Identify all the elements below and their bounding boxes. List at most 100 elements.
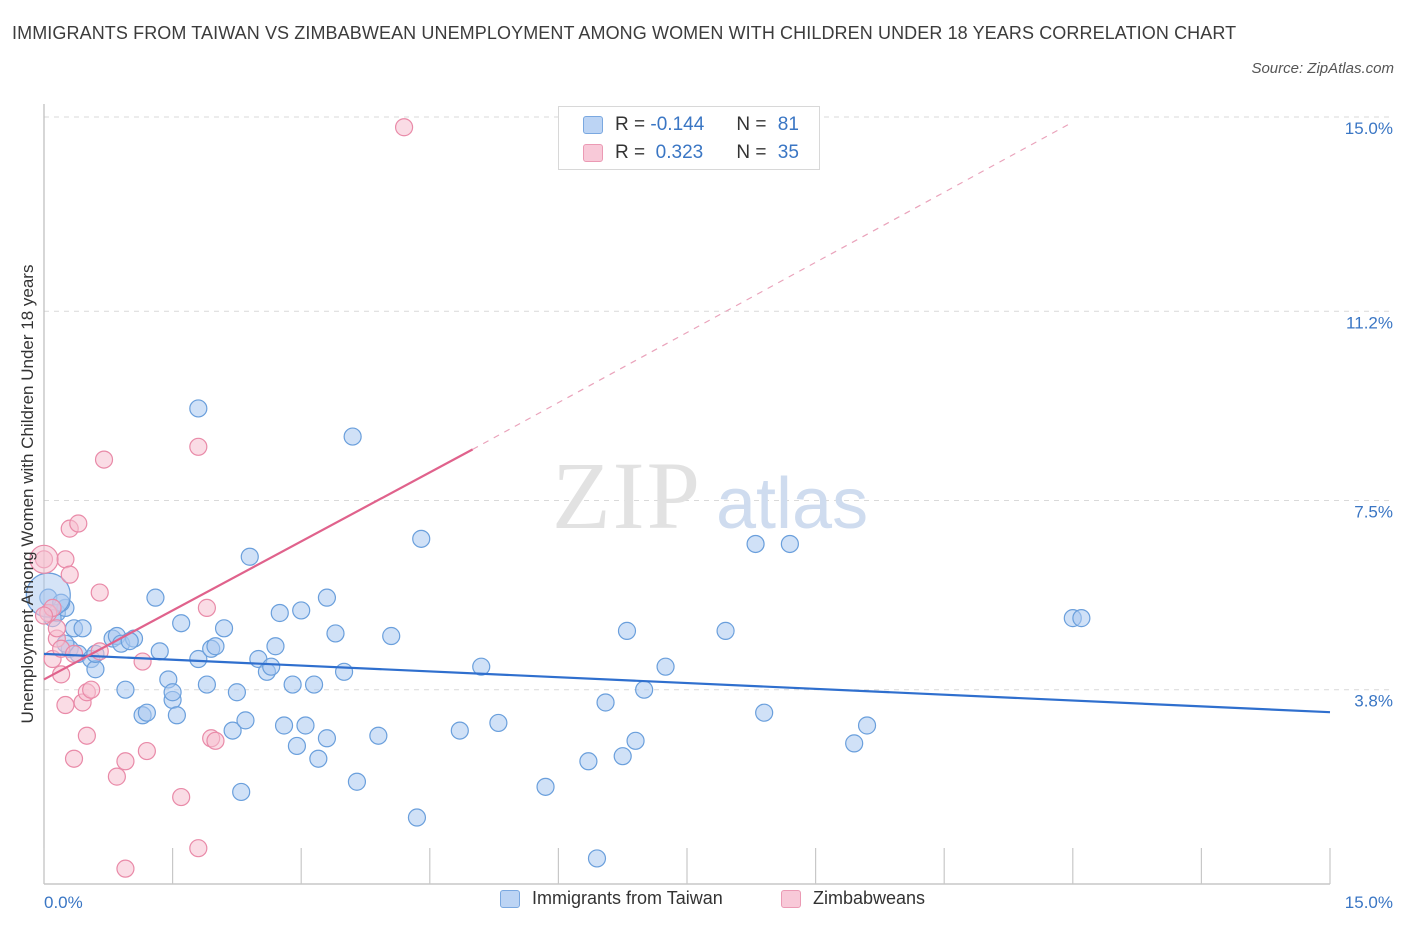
y-tick-labels: 3.8% 7.5% 11.2% 15.0% [1345,119,1393,711]
data-point-zimbabweans [56,695,75,715]
legend-swatch-zimbabweans [781,889,801,908]
data-point-taiwan [472,657,491,676]
data-point-taiwan [240,547,259,566]
data-point-taiwan [317,588,337,607]
data-point-taiwan [857,716,877,735]
data-point-taiwan [120,632,139,651]
watermark: ZIP atlas [552,442,868,549]
data-point-taiwan [412,529,431,548]
series-legend: Immigrants from Taiwan Zimbabweans [0,888,1406,916]
data-point-taiwan [407,808,427,827]
grid-lines [44,116,1393,691]
y-tick-label: 3.8% [1354,692,1393,711]
x-tick-label-max: 15.0% [1345,893,1393,912]
data-point-taiwan [232,782,251,802]
legend-r-value: 0.323 [650,142,704,163]
data-point-zimbabweans [189,437,208,456]
data-point-taiwan [223,721,242,740]
legend-n-value: 81 [777,114,799,135]
series-taiwan-points [25,399,1091,868]
data-point-zimbabweans [69,514,88,533]
correlation-legend: R = -0.144 N = 81 R = 0.323 N = 35 [558,106,820,170]
data-point-taiwan [596,693,615,712]
legend-row-taiwan: R = -0.144 N = 81 [583,111,799,139]
watermark-atlas: atlas [716,464,868,544]
data-point-taiwan [587,849,607,868]
data-point-zimbabweans [94,450,114,469]
data-point-zimbabweans-large [29,544,59,574]
data-point-taiwan [189,399,208,418]
trend-line-taiwan [43,652,1331,714]
legend-n-label: N = [736,142,767,163]
series-legend-label: Immigrants from Taiwan [532,888,723,908]
data-point-taiwan [635,680,654,699]
trend-line-zimbabweans [43,448,474,681]
data-point-taiwan [780,534,799,554]
series-legend-label: Zimbabweans [813,888,926,908]
legend-r-label: R = [615,142,646,163]
series-legend-taiwan[interactable]: Immigrants from Taiwan [500,888,723,909]
data-point-zimbabweans [133,652,152,671]
x-ticks [43,848,1331,884]
legend-r-value: -0.144 [650,114,705,135]
y-tick-label: 7.5% [1354,503,1393,522]
data-point-taiwan [214,619,234,638]
data-point-taiwan [163,683,182,702]
data-point-taiwan [347,772,367,791]
data-point-taiwan [716,621,735,640]
y-tick-label: 15.0% [1345,119,1393,138]
data-point-zimbabweans [34,606,54,625]
data-point-taiwan [536,777,555,796]
legend-r-label: R = [615,114,646,135]
x-tick-label-min: 0.0% [44,893,83,912]
series-zimbabweans-points [29,118,414,878]
data-point-taiwan [304,675,324,694]
data-point-taiwan [317,729,337,748]
data-point-taiwan [172,614,191,633]
data-point-taiwan [146,588,165,607]
data-point-taiwan [489,713,508,733]
data-point-taiwan [579,752,598,771]
legend-swatch-taiwan [583,116,603,134]
data-point-taiwan [656,657,675,676]
data-point-taiwan [450,721,469,740]
data-point-taiwan [369,726,388,745]
legend-n-value: 35 [777,142,799,163]
data-point-taiwan [167,706,186,725]
data-point-zimbabweans [77,726,96,745]
data-point-zimbabweans [137,741,156,761]
data-point-zimbabweans [82,680,101,699]
data-point-zimbabweans [60,565,79,584]
data-point-taiwan [262,657,281,676]
data-point-zimbabweans [172,787,191,807]
trend-lines [43,121,1331,714]
data-point-taiwan [613,747,632,766]
legend-n-label: N = [736,114,767,135]
chart-title: IMMIGRANTS FROM TAIWAN VS ZIMBABWEAN UNE… [12,23,1237,43]
data-point-taiwan [197,675,216,694]
data-point-zimbabweans [116,859,135,878]
data-point-taiwan [309,749,328,768]
data-point-zimbabweans [64,749,84,768]
data-point-taiwan [150,642,169,661]
data-point-zimbabweans [107,767,126,786]
data-point-taiwan [755,703,774,722]
data-point-taiwan [189,649,208,669]
watermark-zip: ZIP [552,442,702,549]
data-point-taiwan [206,637,225,656]
legend-swatch-taiwan [500,889,520,908]
data-point-taiwan [617,621,637,640]
data-point-taiwan [227,683,246,702]
series-legend-zimbabweans[interactable]: Zimbabweans [781,888,925,909]
data-point-zimbabweans [197,598,216,617]
legend-swatch-zimbabweans [583,144,603,162]
data-point-taiwan [270,603,289,623]
data-point-taiwan [382,626,401,646]
data-point-zimbabweans [394,118,414,137]
data-point-zimbabweans [116,752,135,771]
legend-row-zimbabweans: R = 0.323 N = 35 [583,139,799,167]
data-point-zimbabweans [56,550,75,569]
data-point-taiwan [287,736,307,756]
data-point-taiwan [86,660,105,679]
data-point-taiwan [626,731,645,750]
